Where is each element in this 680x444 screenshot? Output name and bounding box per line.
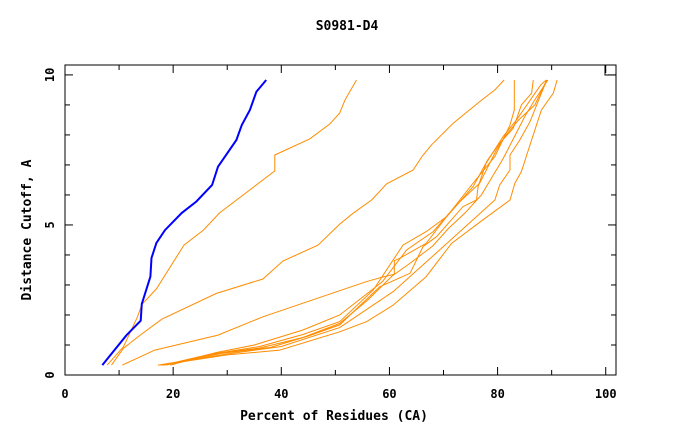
series-line-orange-8 bbox=[170, 79, 548, 366]
series-line-orange-9 bbox=[163, 79, 549, 366]
x-tick-label: 60 bbox=[382, 387, 396, 401]
series-line-orange-3 bbox=[111, 79, 505, 366]
x-tick-label: 100 bbox=[595, 387, 617, 401]
series-line-orange-6 bbox=[162, 79, 547, 366]
series-line-blue-highlight bbox=[101, 79, 267, 366]
series-line-orange-7 bbox=[165, 79, 534, 366]
series-line-orange-2 bbox=[122, 80, 515, 366]
series-line-orange-4 bbox=[160, 79, 558, 366]
x-axis-label: Percent of Residues (CA) bbox=[240, 409, 428, 424]
chart-title: S0981-D4 bbox=[316, 19, 379, 34]
legend-box bbox=[604, 64, 617, 76]
x-tick-label: 80 bbox=[490, 387, 504, 401]
plot-frame bbox=[64, 64, 617, 376]
series-line-orange-5 bbox=[157, 79, 548, 366]
x-tick-label: 0 bbox=[61, 387, 68, 401]
x-tick-label: 20 bbox=[166, 387, 180, 401]
y-axis-label: Distance Cutoff, A bbox=[20, 159, 35, 300]
y-tick-label: 5 bbox=[43, 221, 57, 228]
series-line-orange-1 bbox=[106, 79, 357, 366]
series-layer bbox=[101, 79, 558, 366]
x-tick-label: 40 bbox=[274, 387, 288, 401]
y-tick-label: 10 bbox=[43, 68, 57, 82]
ticks-layer: 0 20 40 60 80 100 0 5 10 bbox=[43, 65, 617, 401]
y-tick-label: 0 bbox=[43, 371, 57, 378]
